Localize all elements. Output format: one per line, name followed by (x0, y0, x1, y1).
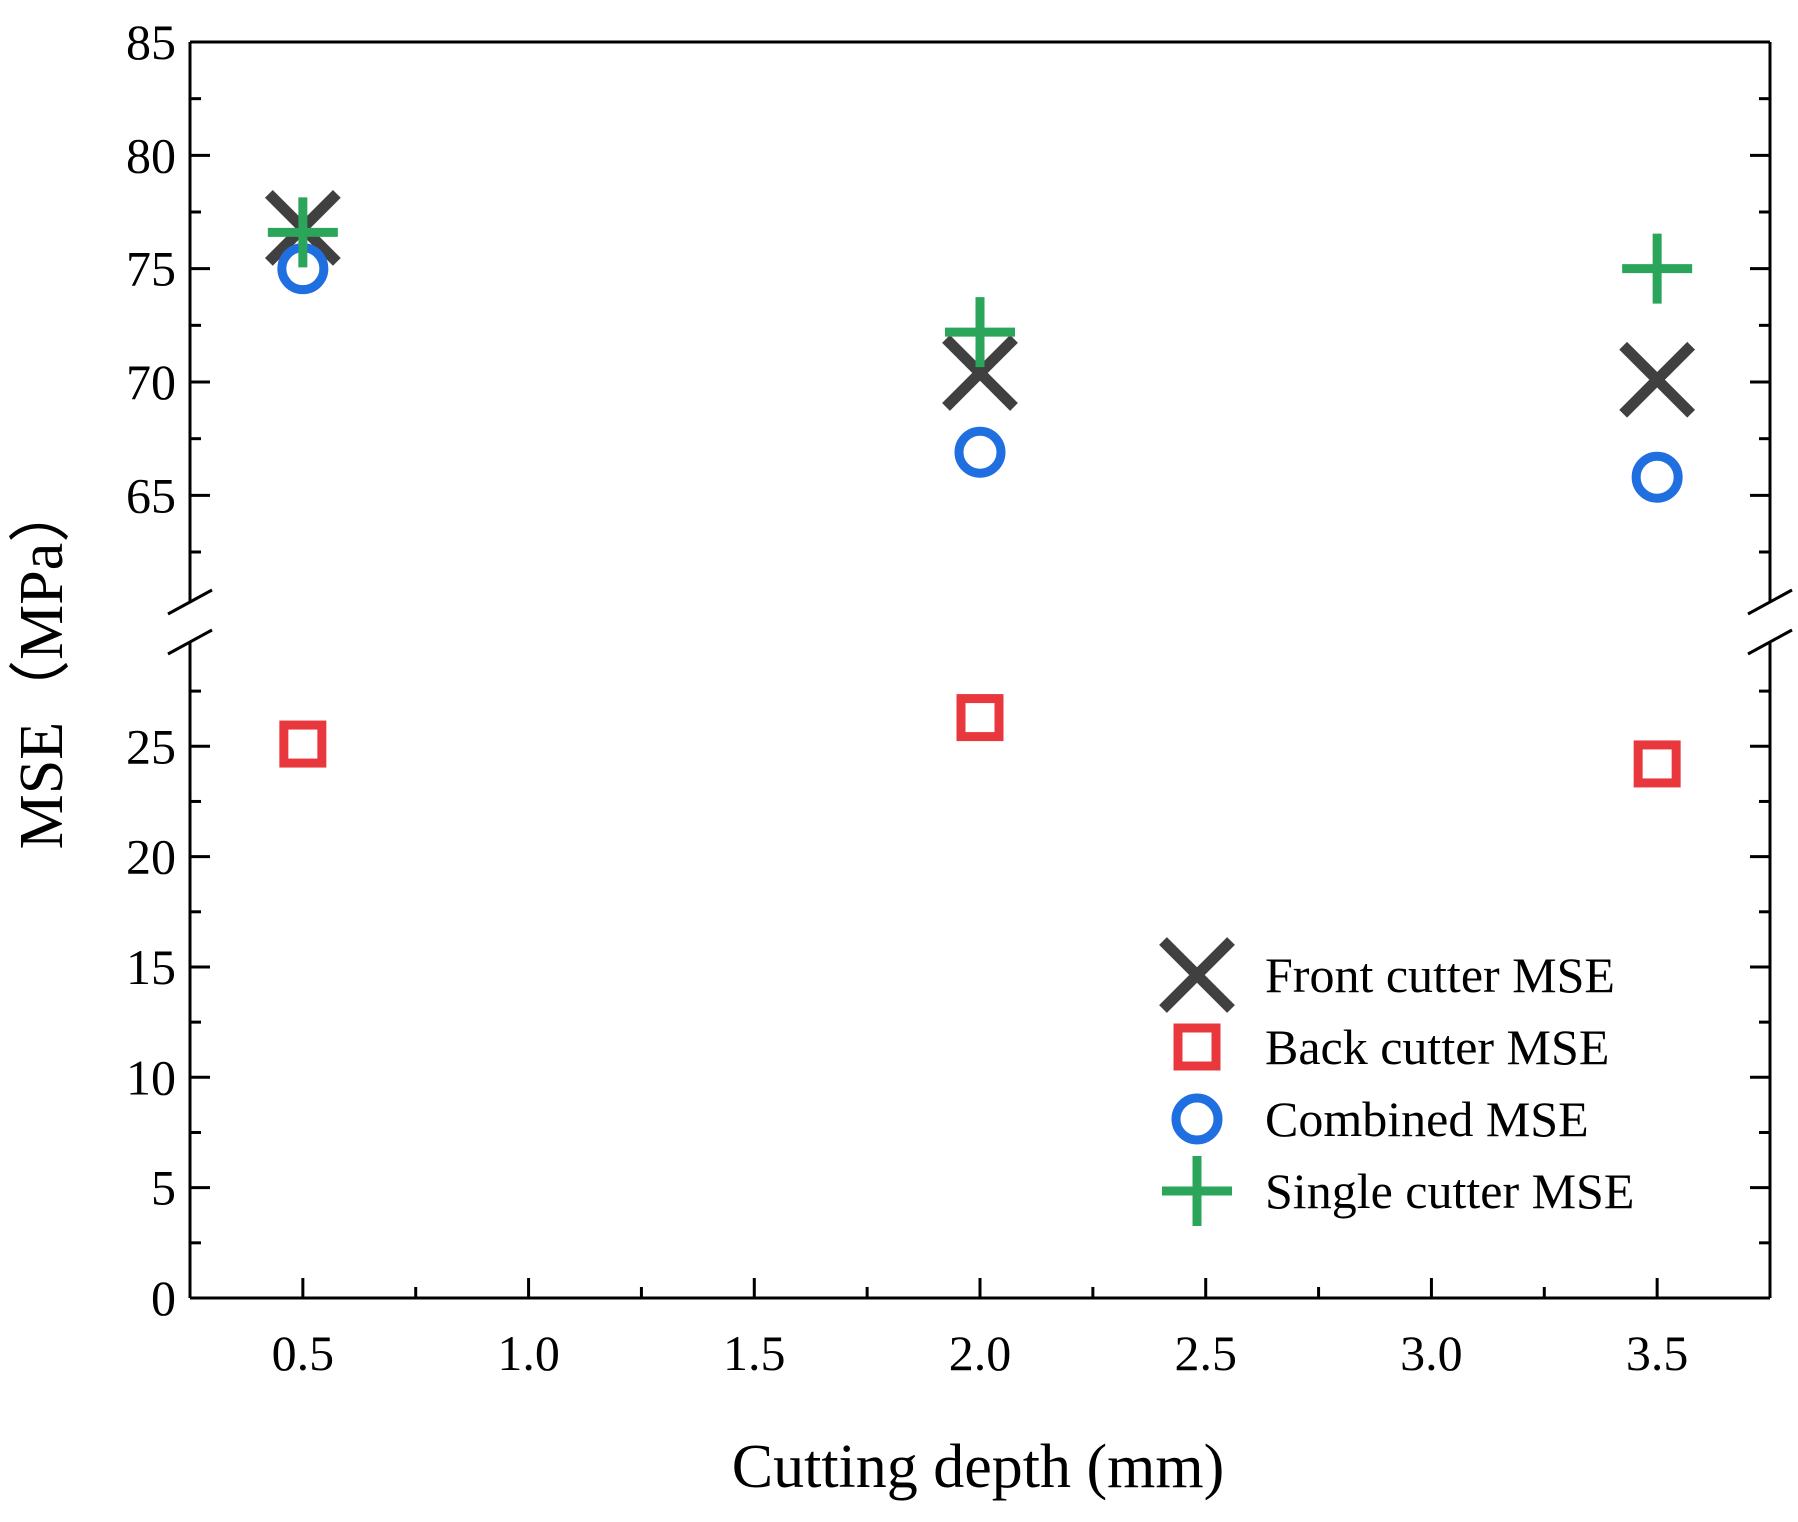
x-tick-label: 3.5 (1626, 1325, 1689, 1381)
legend-label-single-cutter-mse: Single cutter MSE (1265, 1163, 1634, 1219)
single-cutter-mse-point (945, 297, 1015, 368)
x-axis-title: Cutting depth (mm) (732, 1433, 1225, 1501)
x-tick-label: 2.5 (1174, 1325, 1237, 1381)
plot-area: 0 5 10 15 20 25 65 70 75 80 85 0.5 1.0 1.5 2.0 2.5 3.0 3.… (126, 14, 1793, 1381)
x-tick-label: 3.0 (1400, 1325, 1463, 1381)
legend-marker-single-cutter-mse (1162, 1156, 1232, 1226)
y-tick-label: 65 (126, 467, 176, 523)
combined-mse-point (954, 426, 1006, 478)
back-cutter-mse-point (1633, 740, 1681, 788)
front-cutter-mse-point (1619, 341, 1696, 418)
y-tick-label: 15 (126, 939, 176, 995)
y-tick-label: 25 (126, 718, 176, 774)
x-stroke (942, 335, 1018, 411)
x-tick-label: 1.0 (497, 1325, 560, 1381)
single-cutter-mse-point (1622, 233, 1693, 304)
back-cutter-mse-point (279, 720, 327, 768)
legend-marker-back-cutter-mse (1173, 1023, 1221, 1071)
left-break-mark-upper (167, 588, 213, 616)
y-tick-label: 75 (126, 241, 176, 297)
y-tick-label: 80 (126, 127, 176, 183)
x-tick-label: 0.5 (272, 1325, 335, 1381)
y-tick-label: 0 (151, 1270, 176, 1326)
x-stroke (1619, 341, 1696, 418)
legend-label-combined-mse: Combined MSE (1265, 1091, 1589, 1147)
front-cutter-mse-point (942, 335, 1018, 411)
combined-mse-point (1631, 451, 1683, 503)
right-break-mark-lower (1747, 628, 1793, 656)
y-tick-label: 10 (126, 1049, 176, 1105)
single-cutter-mse-point (267, 197, 338, 268)
legend-label-front-cutter-mse: Front cutter MSE (1265, 947, 1615, 1003)
y-axis-title: MSE（MPa） (8, 481, 76, 850)
y-tick-label: 5 (151, 1160, 176, 1216)
y-tick-label: 70 (126, 354, 176, 410)
right-break-mark-upper (1747, 588, 1793, 616)
back-cutter-mse-point (956, 694, 1004, 742)
legend-marker-front-cutter-mse (1159, 937, 1235, 1013)
data-marks (264, 189, 1696, 788)
legend: Front cutter MSE Back cutter MSE Combined … (1159, 937, 1634, 1226)
x-tick-label: 2.0 (949, 1325, 1012, 1381)
x-tick-label: 1.5 (723, 1325, 786, 1381)
legend-label-back-cutter-mse: Back cutter MSE (1265, 1019, 1609, 1075)
y-tick-label: 20 (126, 829, 176, 885)
left-break-mark-lower (167, 628, 213, 656)
x-stroke (1159, 937, 1235, 1013)
legend-marker-combined-mse (1171, 1093, 1223, 1145)
y-tick-label: 85 (126, 14, 176, 70)
